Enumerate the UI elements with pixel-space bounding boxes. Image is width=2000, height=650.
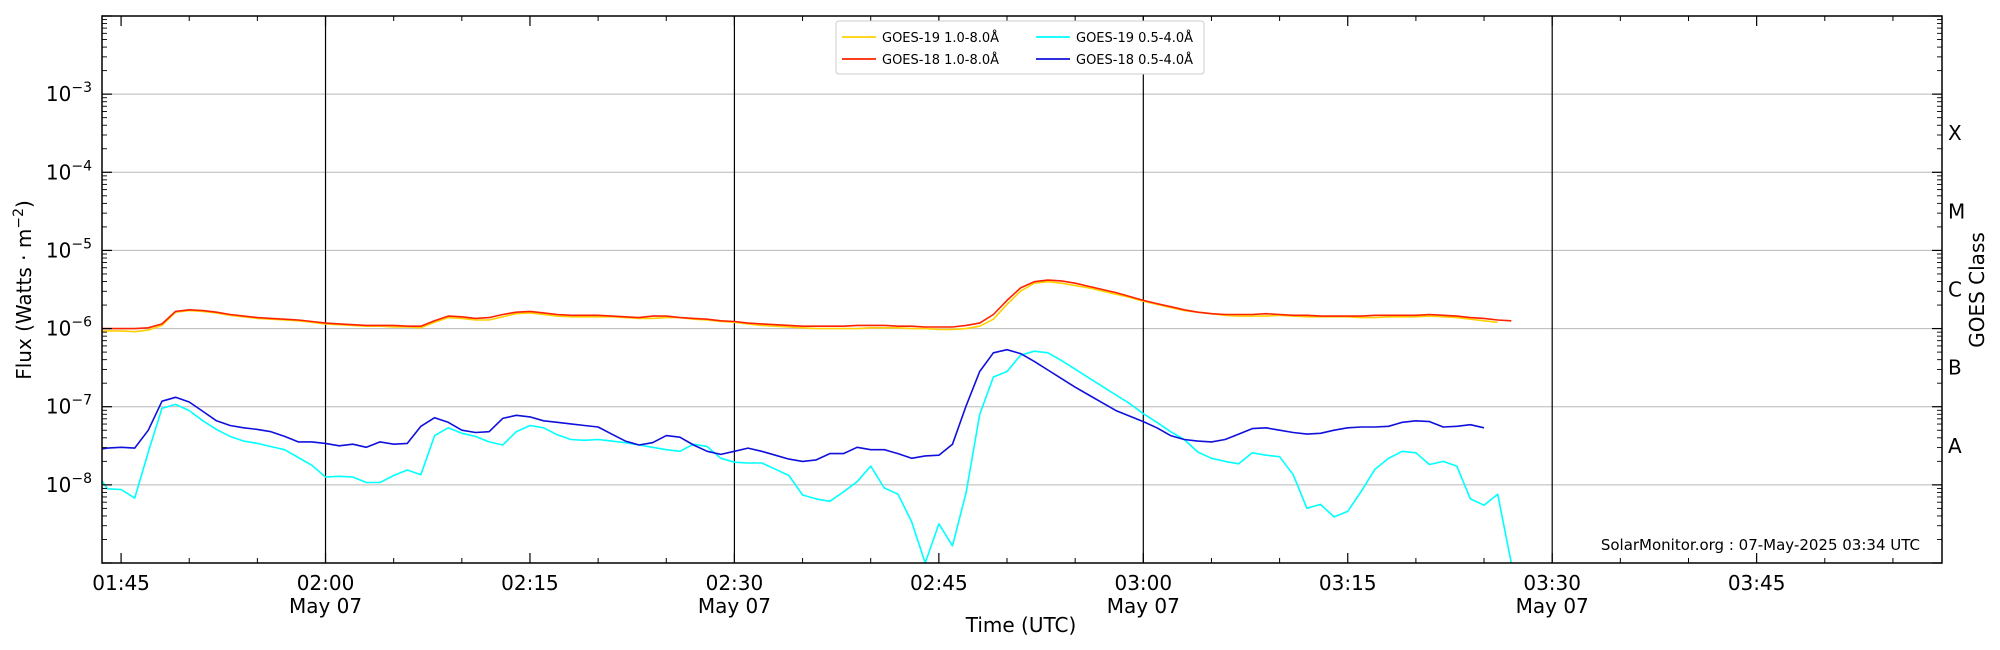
goes-class-label: X [1948,121,1962,145]
goes-class-label: B [1948,356,1962,380]
x-axis-title: Time (UTC) [965,613,1077,637]
goes-class-label: A [1948,434,1962,458]
grid-layer [102,93,1942,486]
goes-class-label-layer: A B C M X [1948,121,1965,458]
y-tick-label: 10−3 [46,80,92,106]
x-tick-label: 03:15 [1319,571,1377,595]
y-tick-label: 10−7 [46,393,92,419]
x-tick-sublabel: May 07 [698,594,771,618]
x-tick-label: 02:30 [706,571,764,595]
series-line [102,279,1512,330]
legend-label: GOES-19 1.0-8.0Å [882,30,999,46]
legend-box [835,20,1205,75]
series-line [101,350,1513,564]
x-tick-sublabel: May 07 [289,594,362,618]
time-marker-layer [324,16,1553,563]
legend-label: GOES-18 0.5-4.0Å [1076,52,1193,68]
y-tick-label: 10−5 [46,236,92,262]
legend-items: GOES-19 1.0-8.0Å GOES-18 1.0-8.0Å GOES-19 … [842,30,1193,68]
x-tick-label: 01:45 [92,571,150,595]
goes-class-label: M [1948,199,1965,223]
series-line [101,348,1485,463]
legend: GOES-19 1.0-8.0Å GOES-18 1.0-8.0Å GOES-19 … [835,20,1205,75]
legend-label: GOES-19 0.5-4.0Å [1076,30,1193,46]
y-tick-label: 10−4 [46,158,92,184]
y-tick-label: 10−8 [46,471,92,497]
x-tick-label: 03:30 [1523,571,1581,595]
plot-frame [101,15,1943,564]
right-axis-title: GOES Class [1965,232,1989,348]
x-tick-sublabel: May 07 [1516,594,1589,618]
x-tick-label: 02:00 [297,571,355,595]
x-tick-sublabel: May 07 [1107,594,1180,618]
source-annotation: SolarMonitor.org : 07-May-2025 03:34 UTC [1601,536,1920,554]
x-tick-label: 03:45 [1728,571,1786,595]
legend-label: GOES-18 1.0-8.0Å [882,52,999,68]
y-axis-title: Flux (Watts · m−2) [11,200,36,380]
y-tick-label-layer: 10−8 10−7 10−6 10−5 10−4 10−3 [46,80,92,497]
tick-layer [102,15,1942,564]
x-tick-label: 02:15 [501,571,559,595]
series-layer [101,279,1513,564]
y-tick-label: 10−6 [46,315,92,341]
x-tick-label: 03:00 [1114,571,1172,595]
goes-class-label: C [1948,278,1962,302]
x-tick-label: 02:45 [910,571,968,595]
